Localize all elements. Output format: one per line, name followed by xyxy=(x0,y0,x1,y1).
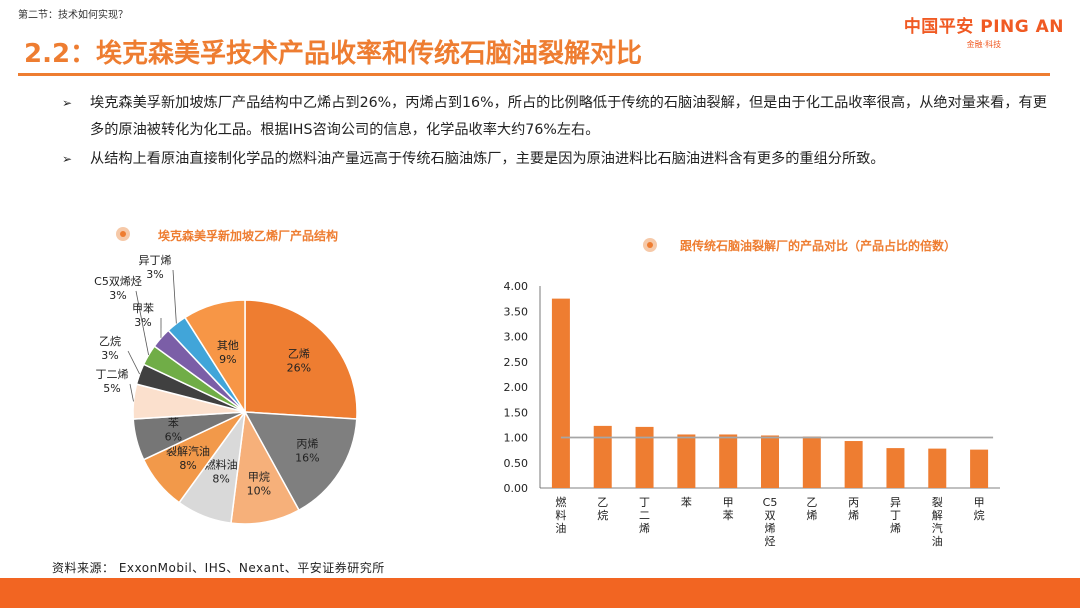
bullet-item: ➢ 埃克森美孚新加坡炼厂产品结构中乙烯占到26%，丙烯占到16%，所占的比例略低… xyxy=(62,90,1052,144)
pie-slice xyxy=(244,299,358,420)
pie-slice-label: 裂解汽油 xyxy=(166,444,210,458)
x-tick-label: 燃料油 xyxy=(555,495,566,535)
pie-slice xyxy=(183,299,246,415)
x-tick-label: C5 双烯烃 xyxy=(763,496,778,548)
arrow-bullet-icon: ➢ xyxy=(62,152,73,166)
leader-line xyxy=(172,269,177,324)
ring-bullet-icon xyxy=(116,227,130,241)
pie-slice xyxy=(243,411,358,512)
y-tick-label: 3.50 xyxy=(504,305,529,318)
pie-slice-value: 5% xyxy=(103,382,120,395)
bullet-text: 埃克森美孚新加坡炼厂产品结构中乙烯占到26%，丙烯占到16%，所占的比例略低于传… xyxy=(90,95,1047,138)
y-tick-label: 2.00 xyxy=(504,381,529,394)
bar xyxy=(677,434,696,488)
bar xyxy=(802,436,821,488)
bar xyxy=(844,441,863,488)
y-tick-label: 4.00 xyxy=(504,280,529,293)
pie-slice-label: 乙烯 xyxy=(288,347,310,360)
logo-subtext: 金融·科技 xyxy=(966,40,1002,49)
y-tick-label: 1.50 xyxy=(504,406,529,419)
pie-slice-value: 9% xyxy=(219,353,236,366)
y-tick-label: 3.00 xyxy=(504,331,529,344)
pie-slice-label: 甲苯 xyxy=(132,301,154,315)
pie-slice-value: 16% xyxy=(295,452,319,465)
x-tick-label: 丁二烯 xyxy=(639,496,650,535)
ring-bullet-icon xyxy=(643,238,657,252)
bar xyxy=(886,448,905,488)
pie-slice-value: 10% xyxy=(247,485,271,498)
bar xyxy=(761,435,779,488)
pie-slice-value: 3% xyxy=(146,268,163,281)
bar xyxy=(719,434,738,488)
bullet-item: ➢ 从结构上看原油直接制化学品的燃料油产量远高于传统石脑油炼厂，主要是因为原油进… xyxy=(62,146,1052,173)
bar xyxy=(593,425,612,488)
x-tick-label: 苯 xyxy=(681,495,692,509)
pie-slice-value: 3% xyxy=(109,289,126,302)
y-tick-label: 0.50 xyxy=(504,457,529,470)
title-divider xyxy=(18,73,1050,76)
pie-slice-value: 8% xyxy=(212,472,229,485)
bar xyxy=(635,426,654,488)
pingan-logo: 中国平安 PING AN 金融·科技 xyxy=(904,12,1064,50)
bar xyxy=(970,449,989,488)
x-tick-label: 丙烯 xyxy=(848,496,859,522)
pie-chart-title: 埃克森美孚新加坡乙烯厂产品结构 xyxy=(158,229,339,243)
source-note: 资料来源： ExxonMobil、IHS、Nexant、平安证券研究所 xyxy=(52,561,385,575)
leader-line xyxy=(135,290,149,356)
pie-slice-label: C5双烯烃 xyxy=(94,275,142,288)
pie-slice-value: 3% xyxy=(101,349,118,362)
y-tick-label: 2.50 xyxy=(504,356,529,369)
x-tick-label: 甲烷 xyxy=(974,496,985,522)
pie-slice-label: 其他 xyxy=(217,339,239,352)
section-label: 第二节：技术如何实现？ xyxy=(18,10,128,21)
x-tick-label: 乙烯 xyxy=(806,496,817,522)
pie-slice-label: 甲烷 xyxy=(248,470,270,484)
y-tick-label: 0.00 xyxy=(504,482,529,495)
pie-slice-label: 异丁烯 xyxy=(139,254,172,267)
pie-slice-value: 3% xyxy=(134,316,151,329)
bullet-list: ➢ 埃克森美孚新加坡炼厂产品结构中乙烯占到26%，丙烯占到16%，所占的比例略低… xyxy=(62,90,1052,173)
y-tick-label: 1.00 xyxy=(504,432,529,445)
x-tick-label: 裂解汽油 xyxy=(932,496,943,548)
pie-slice-label: 乙烷 xyxy=(99,334,121,348)
pie-slice-value: 26% xyxy=(287,361,311,374)
pie-slice-value: 8% xyxy=(179,459,196,472)
pie-slice-label: 丙烯 xyxy=(296,438,318,451)
footer-bar xyxy=(0,578,1080,608)
bar xyxy=(551,298,570,488)
leader-line xyxy=(127,350,140,375)
bullet-text: 从结构上看原油直接制化学品的燃料油产量远高于传统石脑油炼厂，主要是因为原油进料比… xyxy=(90,151,885,167)
pie-slice-value: 6% xyxy=(165,430,182,443)
leader-line xyxy=(129,383,134,402)
page-title: 2.2：埃克森美孚技术产品收率和传统石脑油裂解对比 xyxy=(24,39,643,69)
bar-chart-title: 跟传统石脑油裂解厂的产品对比（产品占比的倍数） xyxy=(680,239,957,253)
pie-slice-label: 燃料油 xyxy=(205,457,238,471)
x-tick-label: 甲苯 xyxy=(723,496,734,522)
bar xyxy=(928,448,947,488)
arrow-bullet-icon: ➢ xyxy=(62,96,73,110)
pie-slice-label: 苯 xyxy=(168,415,179,429)
x-tick-label: 异丁烯 xyxy=(890,496,901,535)
x-tick-label: 乙烷 xyxy=(597,496,608,522)
pie-slice-label: 丁二烯 xyxy=(96,368,129,381)
bar-chart: 0.00 0.50 1.00 1.50 2.00 2.50 3.00 3.50 4.00 燃料油 乙… xyxy=(504,280,1000,548)
pie-chart: 乙烯26%丙烯16%甲烷10%燃料油8%裂解汽油8%苯6%丁二烯5%乙烷3%C5… xyxy=(94,254,358,525)
logo-text: 中国平安 PING AN xyxy=(903,17,1064,37)
